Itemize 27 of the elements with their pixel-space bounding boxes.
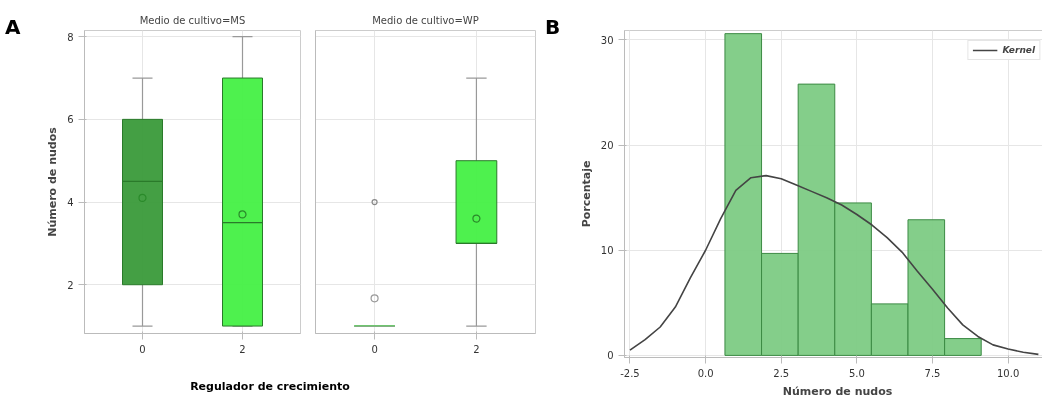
text: A xyxy=(5,14,21,41)
legend-label: Kernel xyxy=(1002,45,1035,55)
x-tick-label: 2 xyxy=(473,343,480,355)
x-tick-label: 10.0 xyxy=(997,367,1020,379)
y-tick-label: 10 xyxy=(600,245,614,257)
y-tick-label: 6 xyxy=(67,114,74,126)
x-tick-label: 7.5 xyxy=(924,367,941,379)
x-tick-label: 2.5 xyxy=(773,367,790,379)
y-axis-title: Número de nudos xyxy=(46,126,60,237)
y-tick-label: 2 xyxy=(67,279,74,291)
y-axis-title: Porcentaje xyxy=(579,160,593,228)
y-tick-label: 30 xyxy=(600,34,614,46)
x-axis-title: Número de nudos xyxy=(782,384,893,398)
x-tick-label: 5.0 xyxy=(848,367,865,379)
x-tick-label: 0.0 xyxy=(697,367,714,379)
line-series xyxy=(629,174,1040,356)
chart-title: Medio de cultivo=WP xyxy=(372,14,479,26)
x-tick-label: 0 xyxy=(139,343,146,355)
text: B xyxy=(545,14,561,41)
x-axis-title: Regulador de crecimiento xyxy=(189,379,351,395)
y-tick-label: 8 xyxy=(67,31,74,43)
x-tick-label: -2.5 xyxy=(620,367,640,379)
y-tick-label: 4 xyxy=(67,197,74,209)
chart-title: Medio de cultivo=MS xyxy=(139,14,246,26)
x-tick-label: 2 xyxy=(239,343,246,355)
y-tick-label: 20 xyxy=(600,140,614,152)
x-tick-label: 0 xyxy=(371,343,378,355)
